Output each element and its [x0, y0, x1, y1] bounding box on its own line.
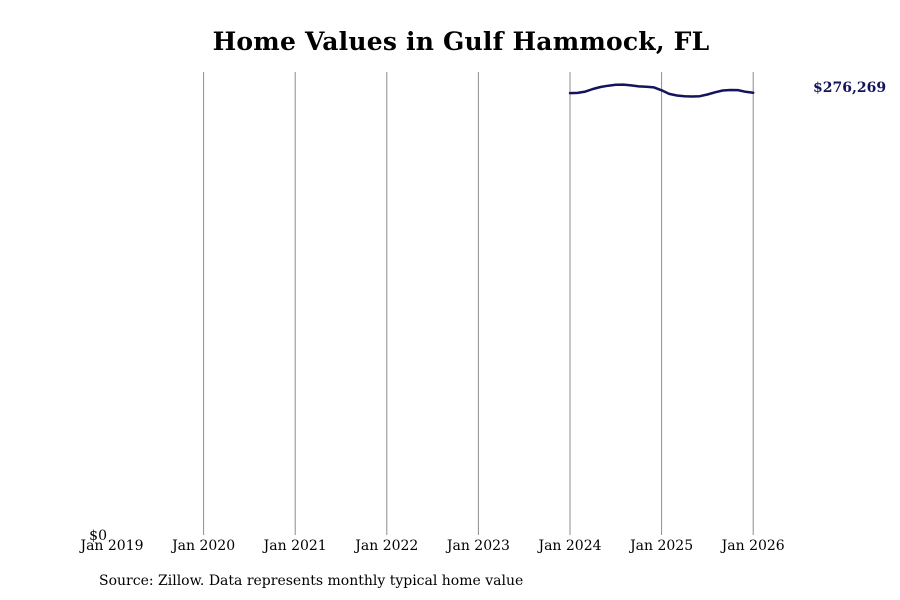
chart-title: Home Values in Gulf Hammock, FL	[212, 27, 710, 56]
end-value-label: $276,269	[813, 80, 886, 96]
x-tick-label: Jan 2022	[353, 538, 418, 554]
x-tick-label: Jan 2024	[536, 538, 601, 554]
x-tick-label: Jan 2021	[262, 538, 327, 554]
x-tick-label: Jan 2023	[445, 538, 510, 554]
labels: $276,269	[813, 80, 886, 96]
y-tick-label: $0	[89, 528, 107, 544]
x-tick-label: Jan 2020	[170, 538, 235, 554]
axes: Jan 2019 Jan 2020 Jan 2021 Jan 2022 Jan 2023…	[78, 528, 784, 554]
source-note: Source: Zillow. Data represents monthly …	[99, 573, 524, 589]
x-tick-label: Jan 2026	[720, 538, 785, 554]
series-layer	[568, 83, 755, 98]
x-tick-label: Jan 2019	[78, 538, 143, 554]
gridlines	[203, 72, 754, 535]
series-line	[568, 83, 755, 98]
x-tick-label: Jan 2025	[628, 538, 693, 554]
